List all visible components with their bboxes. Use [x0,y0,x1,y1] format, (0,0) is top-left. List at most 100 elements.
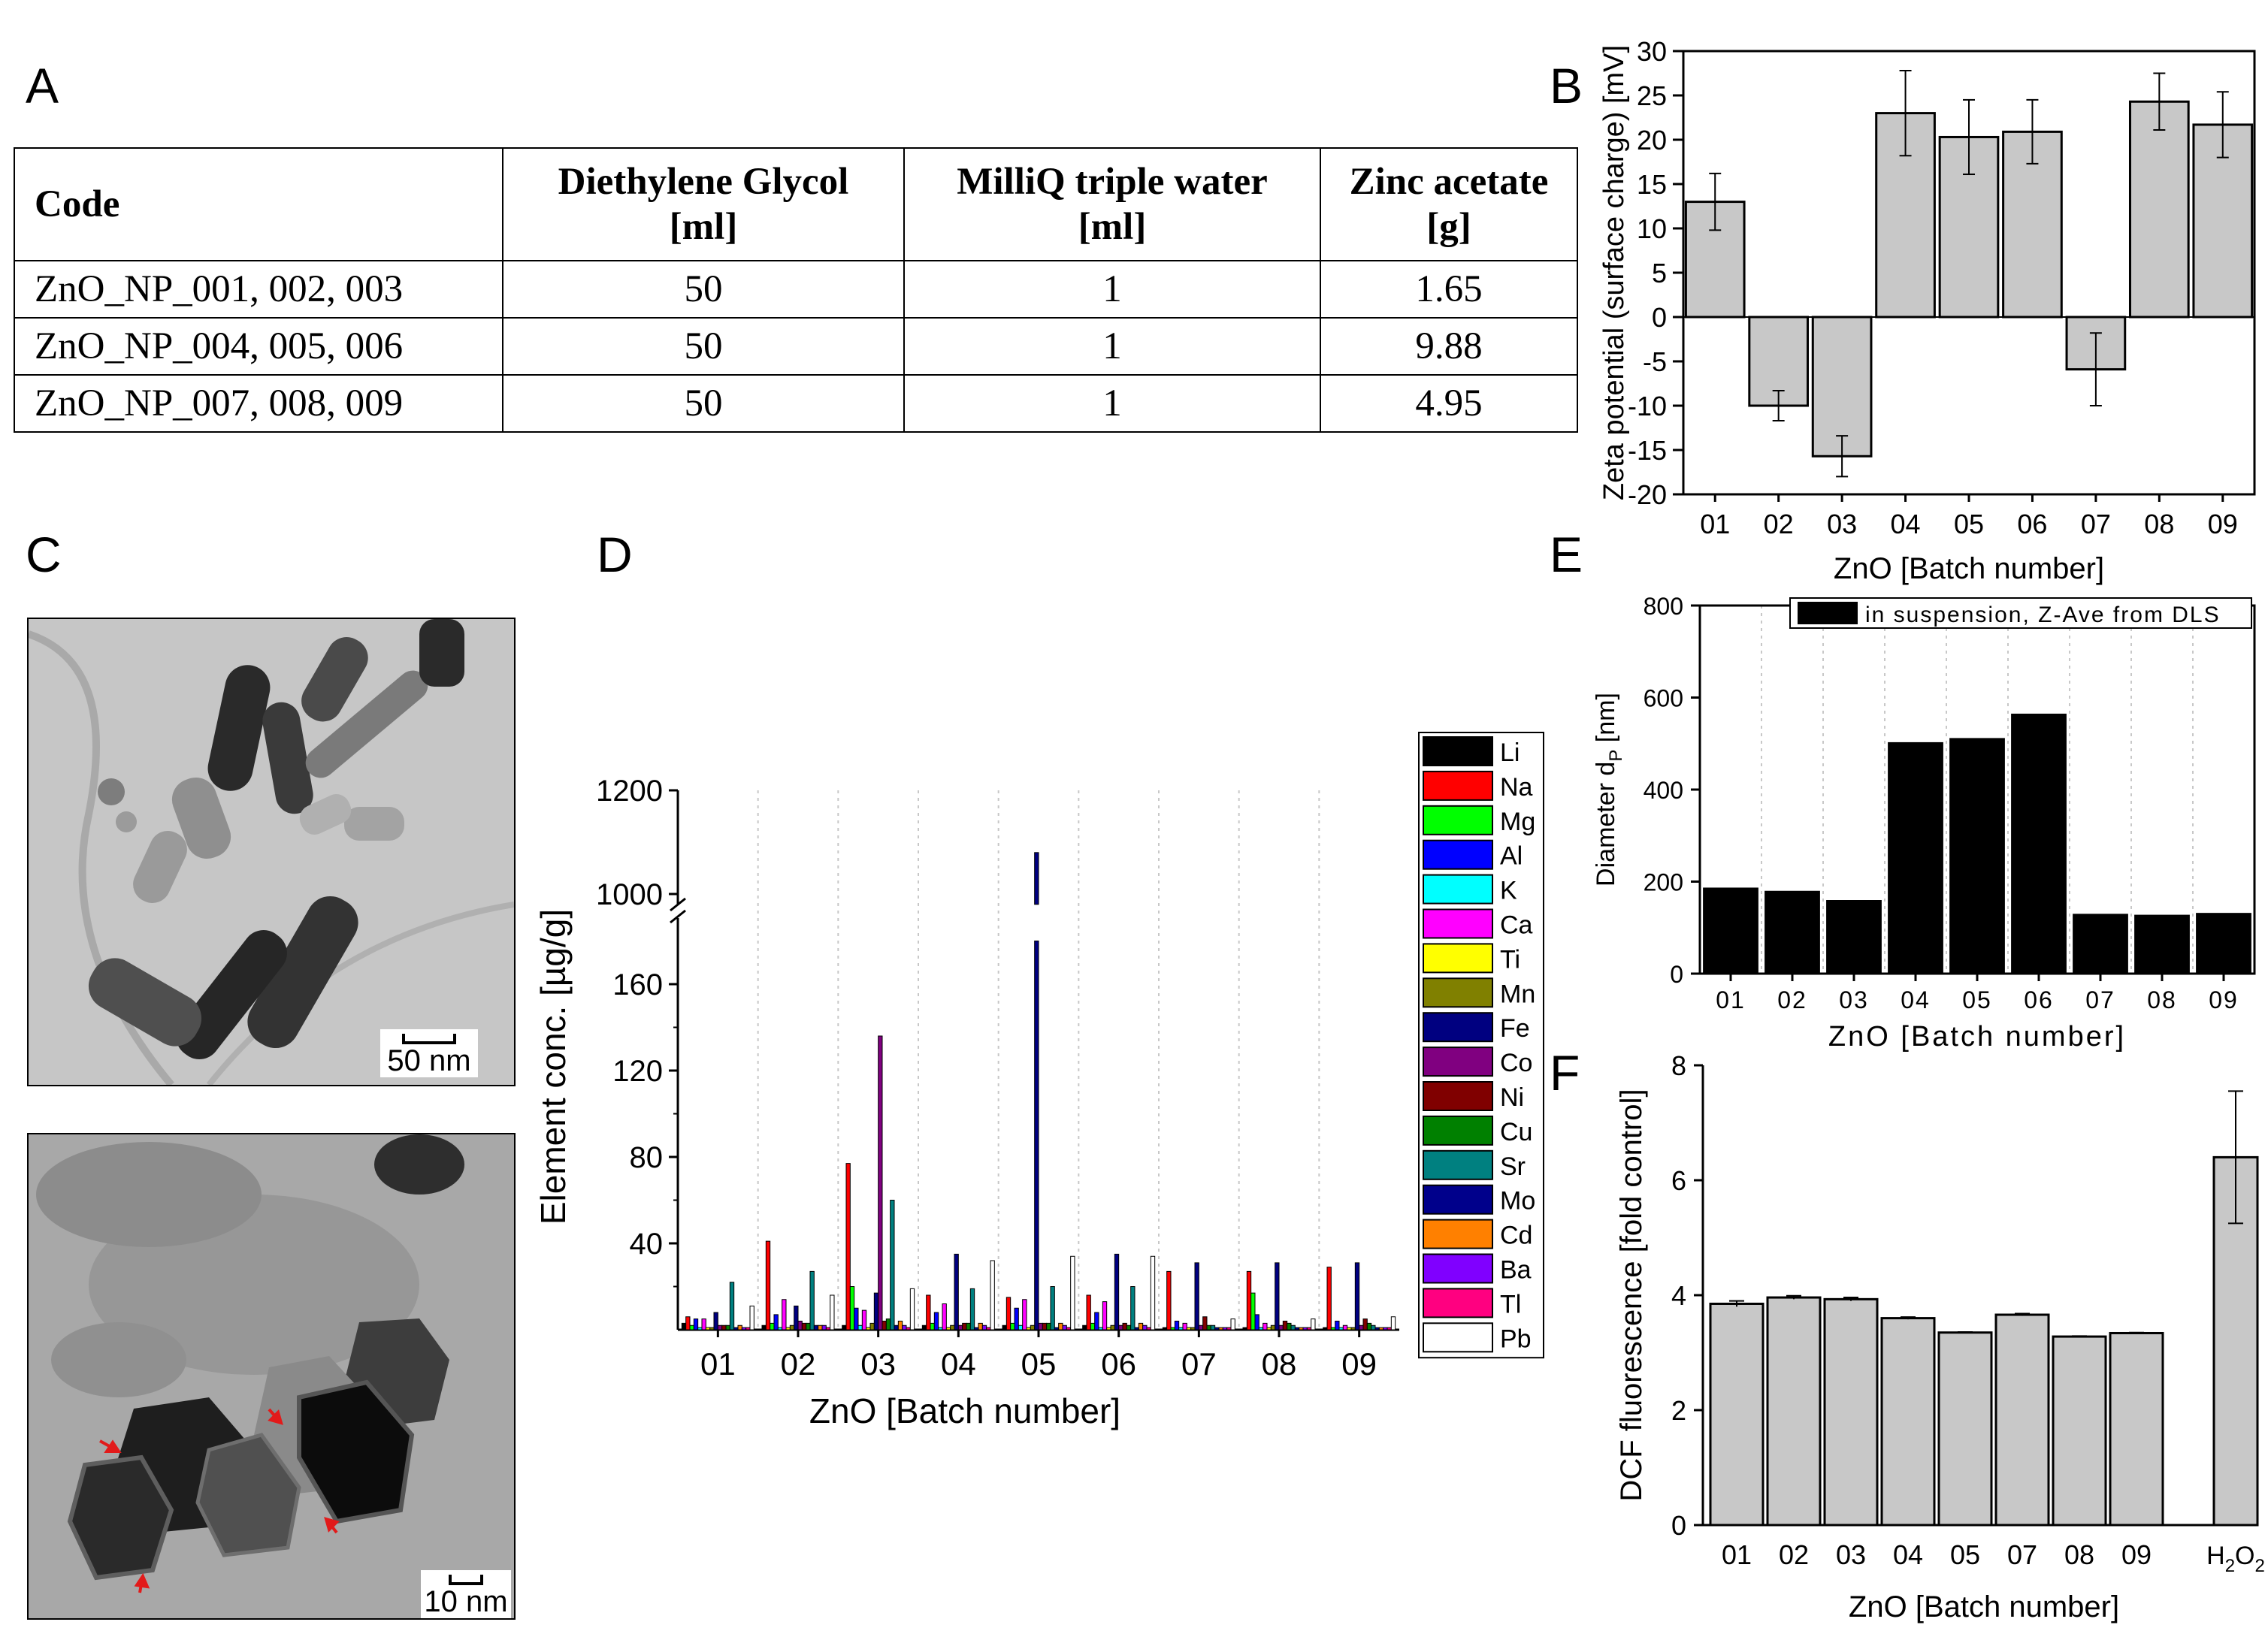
bar-li [921,1324,927,1330]
legend-swatch-ti [1423,943,1493,974]
bar [1703,887,1758,974]
bar-co [878,1035,883,1330]
bar-ti [785,1327,791,1330]
bar-li [1082,1324,1087,1330]
legend-label-ni: Ni [1500,1083,1524,1112]
bar-co [1038,1322,1043,1330]
x-tick-label: 01 [1722,1539,1752,1570]
legend-label-li: Li [1500,738,1520,767]
scale-bar-top: 50 nm [380,1029,478,1077]
bar-cu [1046,1322,1051,1330]
bar-ti [1266,1327,1272,1330]
x-tick-label: 03 [1827,509,1857,539]
table-header-cell: MilliQ triple water [ml] [903,147,1321,261]
scale-bar-top-label: 50 nm [387,1044,471,1077]
legend-swatch-ni [1423,1081,1493,1111]
table-row: ZnO_NP_001, 002, 003 50 1 1.65 [14,260,1578,319]
bar [1826,900,1882,974]
table-cell: ZnO_NP_001, 002, 003 [14,260,503,319]
bar-sr [809,1270,815,1330]
y-tick-label: 30 [1637,36,1667,67]
x-tick-label: 04 [1901,986,1931,1013]
bar-li [681,1322,687,1330]
table-cell: 50 [502,260,905,319]
bar-ca [782,1299,787,1330]
x-tick-label: 02 [781,1346,816,1382]
bar-mg [689,1324,694,1330]
bar-ba [1222,1327,1228,1330]
bar-mo [1214,1327,1220,1330]
bar-cd [1378,1327,1384,1330]
bar-li [1323,1327,1328,1330]
x-axis-title: ZnO [Batch number] [1828,1021,2126,1053]
bar-ti [1347,1327,1352,1330]
bar-tl [1066,1327,1072,1330]
bar-ni [1362,1318,1368,1330]
table-header-line: Code [35,183,120,225]
bar-pb [909,1288,915,1330]
bar-k [1098,1327,1103,1330]
table-header-unit: [ml] [1078,206,1147,248]
y-axis-title: Element conc. [µg/g] [534,909,573,1225]
bar-ca [1102,1301,1108,1330]
legend-swatch [1798,602,1858,624]
bar-tl [1226,1327,1232,1330]
bar-al [1094,1312,1099,1330]
legend-label-al: Al [1500,842,1523,871]
table-cell: ZnO_NP_004, 005, 006 [14,317,503,376]
x-tick-label: 03 [1839,986,1869,1013]
bar-mg [770,1322,775,1330]
y-tick-label: 400 [1644,777,1683,804]
bar-sr [969,1288,975,1330]
table-header-cell: Code [14,147,503,261]
bar-ni [1122,1322,1127,1330]
bar-na [685,1316,691,1330]
bar-al [854,1307,859,1330]
tem-image-bottom: 10 nm [27,1133,516,1620]
y-tick-label: 40 [630,1228,664,1261]
bar-mo [733,1327,739,1330]
bar-co [1198,1324,1204,1330]
legend-swatch-li [1423,736,1493,766]
scale-bar-bottom: 10 nm [421,1570,511,1618]
y-tick-label: 160 [612,968,663,1001]
x-axis-title: ZnO [Batch number] [809,1391,1120,1430]
x-tick-label: 05 [1950,1539,1980,1570]
legend-swatch-mg [1423,805,1493,835]
bar-k [697,1327,703,1330]
x-tick-label: 09 [2121,1539,2152,1570]
table-header-line: Diethylene Glycol [558,161,849,203]
x-tick-label: 07 [2007,1539,2037,1570]
bar-co [1278,1324,1284,1330]
bar [1811,316,1873,458]
bar-ni [721,1324,727,1330]
legend-swatch-ba [1423,1253,1493,1284]
bar-cu [885,1318,891,1330]
y-tick-label: 5 [1652,258,1667,288]
x-tick-label: 06 [2017,509,2047,539]
bar-mg [1330,1327,1336,1330]
table-cell: 50 [502,374,905,433]
y-tick-label: 8 [1671,1050,1686,1081]
x-tick-label: 07 [2081,509,2111,539]
scale-bar-line [402,1034,456,1044]
bar [2011,713,2067,974]
bar-mo [894,1324,899,1330]
bar-k [777,1327,783,1330]
panel-label-f: F [1550,1045,1580,1101]
bar-pb [1390,1316,1396,1330]
x-tick-label: 04 [941,1346,976,1382]
bar-fe [954,1253,959,1330]
bar-mg [1170,1327,1175,1330]
axis-break-mark [670,909,686,924]
bar-tl [1387,1327,1392,1330]
bar-cd [1138,1322,1144,1330]
x-tick-label: 09 [2209,986,2239,1013]
bar [1949,738,2005,974]
scale-bar-line [449,1575,483,1585]
bar-mn [1190,1327,1196,1330]
table-header-cell: Zinc acetate [g] [1320,147,1578,261]
x-tick-label: 03 [860,1346,896,1382]
